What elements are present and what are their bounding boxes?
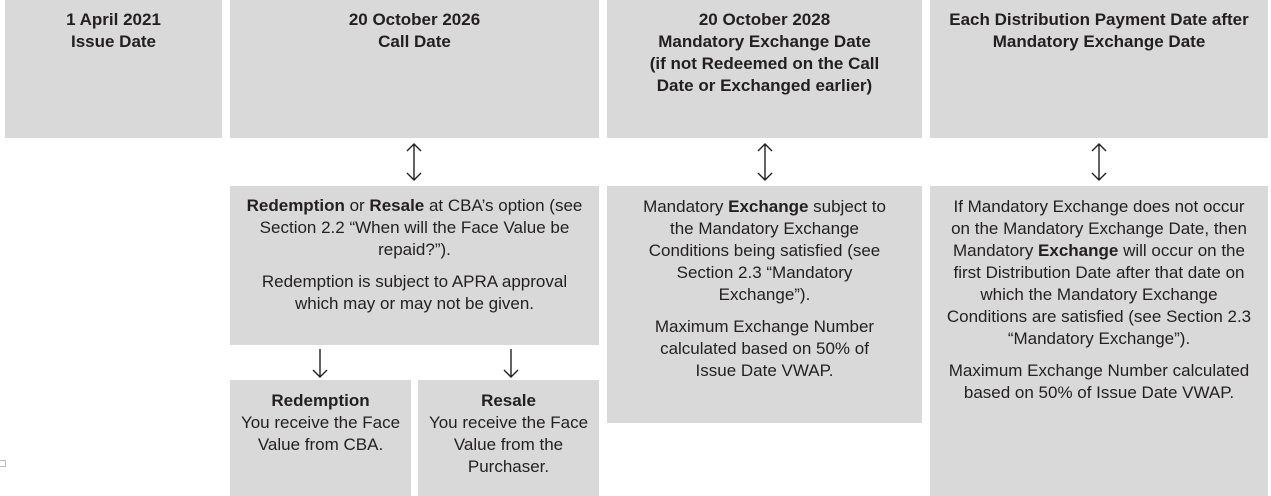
text: Mandatory [643, 197, 729, 216]
double-arrow [757, 143, 773, 181]
note: (if not Redeemed on the Call Date or Exc… [649, 54, 880, 95]
outcome-box: Mandatory Exchange subject to the Mandat… [607, 186, 922, 423]
date: 1 April 2021 [66, 10, 161, 29]
date: 20 October 2026 [348, 10, 481, 29]
paragraph: Maximum Exchange Number calculated based… [643, 316, 886, 382]
paragraph: Redemption or Resale at CBA’s option (se… [238, 195, 591, 261]
paragraph: Maximum Exchange Number calculated based… [942, 360, 1256, 404]
text: will occur on the first Distribution Dat… [946, 241, 1252, 348]
text: Redemption is subject to APRA approval w… [261, 272, 568, 313]
option-title: Resale [481, 391, 536, 410]
option-box: Resale You receive the Face Value from t… [418, 380, 599, 496]
text: subject to the Mandatory Exchange Condit… [648, 197, 886, 304]
text: or [344, 196, 370, 215]
option-text: You receive the Face Value from CBA. [240, 413, 401, 454]
bold-text: Redemption [246, 196, 345, 215]
outcome-box: If Mandatory Exchange does not occur on … [930, 186, 1268, 496]
double-arrow [1091, 143, 1107, 181]
down-arrow [503, 349, 519, 378]
marker [0, 460, 6, 467]
double-arrow [406, 143, 422, 181]
text: at CBA’s option (see Section 2.2 “When w… [259, 196, 583, 259]
text: If Mandatory Exchange does not occur on … [951, 197, 1247, 260]
bold-text: Exchange [1038, 241, 1119, 260]
paragraph: If Mandatory Exchange does not occur on … [942, 196, 1256, 350]
option-title: Redemption [271, 391, 370, 410]
option-box: Redemption You receive the Face Value fr… [230, 380, 411, 496]
down-arrow [312, 349, 328, 378]
label: Each Distribution Payment Date after Man… [949, 10, 1249, 51]
text: Maximum Exchange Number calculated based… [948, 361, 1250, 402]
bold-text: Exchange [728, 197, 809, 216]
timeline-box: 20 October 2028 Mandatory Exchange Date … [607, 0, 922, 138]
option-text: You receive the Face Value from the Purc… [428, 413, 589, 476]
bold-text: Resale [369, 196, 425, 215]
outcome-box: Redemption or Resale at CBA’s option (se… [230, 186, 599, 345]
paragraph: Mandatory Exchange subject to the Mandat… [643, 196, 886, 306]
paragraph: Redemption is subject to APRA approval w… [238, 271, 591, 315]
date: 20 October 2028 [698, 10, 831, 29]
label: Mandatory Exchange Date [658, 32, 871, 51]
timeline-box: 1 April 2021 Issue Date [5, 0, 222, 138]
label: Call Date [378, 32, 451, 51]
text: Maximum Exchange Number calculated based… [654, 317, 875, 380]
label: Issue Date [70, 32, 157, 51]
timeline-box: 20 October 2026 Call Date [230, 0, 599, 138]
timeline-box: Each Distribution Payment Date after Man… [930, 0, 1268, 138]
